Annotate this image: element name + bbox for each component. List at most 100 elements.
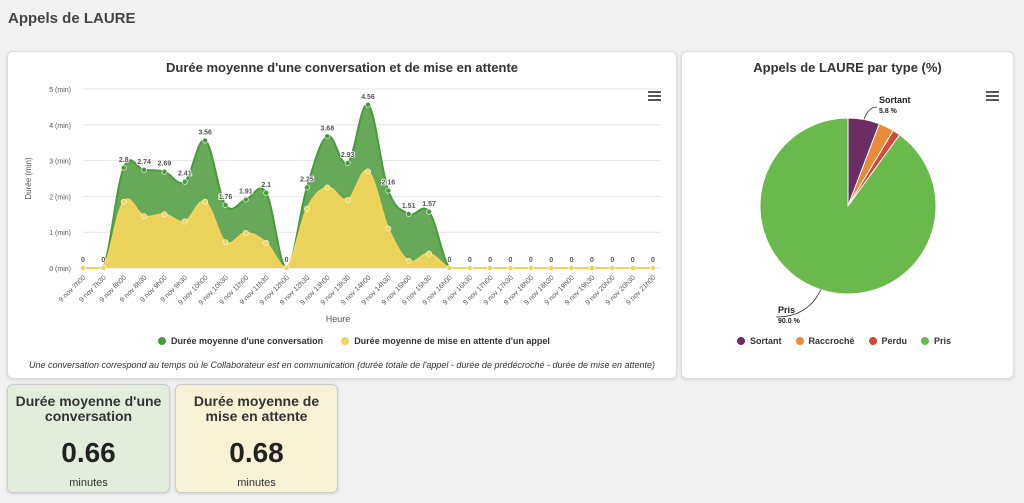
data-label: 4.56 [361,94,375,101]
data-point-series-0 [222,202,229,208]
data-point-series-1 [405,257,412,264]
y-tick-label: 0 (min) [49,266,71,273]
kpi-attente-title: Durée moyenne de mise en attente [193,393,320,424]
data-point-series-0 [161,168,168,175]
data-label: 2.69 [158,161,172,168]
data-label: 0 [651,257,655,264]
data-point-series-0 [181,178,188,185]
pie-connector-sortant [863,106,878,120]
legend-item-conversation[interactable]: Durée moyenne d'une conversation [158,336,323,346]
data-label: 2.93 [341,152,355,159]
data-label: 2.1 [261,182,271,189]
data-label: 0 [590,257,594,264]
data-label: 2.8 [119,157,129,164]
data-label: 0 [468,257,472,264]
legend-sortant-dot [737,337,745,345]
legend-item-raccroche[interactable]: Raccroché [795,336,855,346]
data-point-series-1 [344,197,351,203]
pie-chart-card: Appels de LAURE par type (%) Sortant 5.8 … [681,51,1014,379]
legend-item-perdu[interactable]: Perdu [868,336,908,346]
data-point-series-1 [487,265,494,271]
y-axis-label: Durée (min) [24,157,33,200]
data-label: 2.41 [178,171,192,178]
data-point-series-1 [263,240,270,246]
data-point-series-1 [650,265,656,271]
legend-attente-dot [341,337,350,345]
legend-raccroche-dot [795,337,804,345]
data-point-series-1 [100,265,107,271]
data-point-series-1 [589,265,595,271]
pie-label-sortant: Sortant [879,95,911,105]
data-point-series-0 [426,208,432,215]
y-tick-label: 3 (min) [49,159,71,166]
pie-chart-title: Appels de LAURE par type (%) [753,60,942,75]
data-point-series-1 [609,265,616,271]
y-tick-label: 1 (min) [49,230,71,237]
data-label: 1.51 [402,203,416,210]
y-tick-label: 4 (min) [49,123,71,130]
data-label: 0 [285,257,289,264]
data-point-series-1 [202,198,209,205]
kpi-conversation-value: 0.66 [61,437,116,468]
line-chart-card: Durée moyenne d'une conversation et de m… [7,51,677,379]
data-point-series-1 [385,225,392,232]
kpi-attente-value: 0.68 [229,437,284,468]
kpi-conversation-card: Durée moyenne d'une conversation 0.66 mi… [7,384,170,493]
data-label: 0 [570,257,574,264]
data-label: 1.76 [219,194,233,201]
kpi-attente-card: Durée moyenne de mise en attente 0.68 mi… [175,384,338,493]
pie-slice-pris [759,117,937,295]
data-point-series-1 [242,230,249,236]
pie-chart: Sortant 5.8 % Pris 90.0 % [759,95,937,325]
page-title: Appels de LAURE [8,10,136,27]
data-point-series-1 [426,250,432,257]
data-point-series-0 [141,167,147,173]
data-point-series-0 [202,137,209,144]
legend-pris-dot [921,337,930,345]
data-point-series-0 [304,184,310,191]
data-point-series-1 [80,265,86,271]
data-point-series-1 [304,206,310,212]
legend-item-pris[interactable]: Pris [921,336,951,346]
data-point-series-1 [222,239,229,246]
legend-perdu-label: Perdu [881,336,908,346]
data-point-series-1 [324,184,331,191]
line-chart-title: Durée moyenne d'une conversation et de m… [165,60,519,75]
pie-pct-sortant: 5.8 % [879,108,898,115]
data-label: 3.68 [320,125,334,132]
legend-conversation-label: Durée moyenne d'une conversation [171,336,324,346]
data-label: 1.91 [239,189,253,196]
data-point-series-1 [141,213,147,219]
legend-conversation-dot [158,337,166,345]
data-point-series-0 [120,164,127,171]
data-point-series-1 [507,265,514,271]
data-point-series-0 [365,101,371,108]
data-point-series-0 [344,160,351,167]
legend-attente-label: Durée moyenne de mise en attente d'un ap… [354,336,550,346]
data-point-series-1 [365,168,371,175]
data-point-series-1 [466,265,473,271]
data-label: 0 [101,257,105,264]
pie-chart-menu-icon[interactable] [986,91,999,102]
data-point-series-0 [324,133,331,140]
line-chart-menu-icon[interactable] [648,91,661,102]
pie-chart-legend: Sortant Raccroché Perdu Pris [737,336,951,346]
data-point-series-1 [446,265,453,271]
legend-item-sortant[interactable]: Sortant [737,336,782,346]
line-chart-footnote: Une conversation correspond au temps où … [28,360,656,370]
legend-pris-label: Pris [934,336,952,346]
data-label: 0 [488,257,492,264]
data-label: 0 [509,257,513,264]
data-point-series-0 [242,196,249,203]
line-chart-legend: Durée moyenne d'une conversation Durée m… [158,336,568,346]
data-point-series-1 [629,265,636,271]
kpi-conversation-unit: minutes [69,477,108,489]
data-point-series-0 [385,187,392,194]
data-label: 0 [447,257,451,264]
data-label: 0 [81,257,85,264]
kpi-conversation-title: Durée moyenne d'une conversation [15,393,162,424]
legend-item-attente[interactable]: Durée moyenne de mise en attente d'un ap… [341,336,550,346]
pie-connector-pris [775,289,822,318]
x-axis-label: Heure [326,314,351,324]
data-label: 2.25 [300,176,314,183]
